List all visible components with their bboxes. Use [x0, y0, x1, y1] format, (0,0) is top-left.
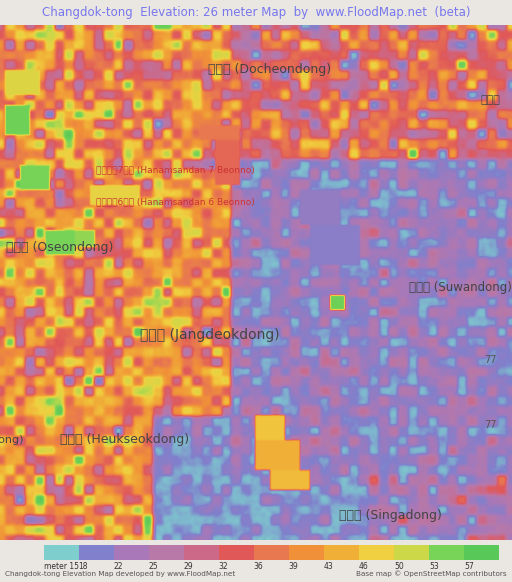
Text: Changdok-tong  Elevation: 26 meter Map  by  www.FloodMap.net  (beta): Changdok-tong Elevation: 26 meter Map by…	[42, 6, 470, 19]
Text: 수완동 (Suwandong): 수완동 (Suwandong)	[409, 281, 511, 293]
Text: 22: 22	[114, 562, 123, 571]
Text: 월계동: 월계동	[480, 95, 500, 105]
Bar	[359, 545, 394, 560]
Text: 하남산단6번로 (Hanamsandan 6 Beonno): 하남산단6번로 (Hanamsandan 6 Beonno)	[96, 197, 254, 207]
Text: 도전동 (Docheondong): 도전동 (Docheondong)	[208, 63, 332, 76]
Text: 29: 29	[184, 562, 194, 571]
Bar	[254, 545, 289, 560]
Bar	[78, 545, 114, 560]
Text: 32: 32	[219, 562, 228, 571]
Text: 장덕동 (Jangdeokdong): 장덕동 (Jangdeokdong)	[140, 328, 280, 342]
Bar	[148, 545, 184, 560]
Text: dong): dong)	[0, 435, 24, 445]
Text: 50: 50	[394, 562, 404, 571]
Bar	[429, 545, 464, 560]
Text: Changdok-tong Elevation Map developed by www.FloodMap.net: Changdok-tong Elevation Map developed by…	[5, 570, 236, 577]
Bar	[394, 545, 429, 560]
Bar	[289, 545, 324, 560]
Bar	[44, 545, 78, 560]
Bar	[184, 545, 219, 560]
Text: 46: 46	[359, 562, 369, 571]
Text: 오선동 (Oseondong): 오선동 (Oseondong)	[6, 240, 114, 254]
Text: 53: 53	[429, 562, 439, 571]
Text: Base map © OpenStreetMap contributors: Base map © OpenStreetMap contributors	[356, 570, 507, 577]
Text: 77: 77	[484, 355, 496, 365]
Bar	[114, 545, 148, 560]
Text: 57: 57	[464, 562, 474, 571]
Text: 36: 36	[254, 562, 264, 571]
Text: 25: 25	[148, 562, 158, 571]
Text: 흑석동 (Heukseokdong): 흑석동 (Heukseokdong)	[60, 434, 189, 446]
Bar	[324, 545, 359, 560]
Text: 43: 43	[324, 562, 334, 571]
Text: 39: 39	[289, 562, 298, 571]
Bar	[464, 545, 499, 560]
Text: 18: 18	[78, 562, 88, 571]
Text: 신가동 (Singadong): 신가동 (Singadong)	[338, 509, 441, 521]
Bar	[219, 545, 254, 560]
Text: meter 15: meter 15	[44, 562, 78, 571]
Text: 77: 77	[484, 420, 496, 430]
Text: 하남산단7번로 (Hanamsandan 7 Beonno): 하남산단7번로 (Hanamsandan 7 Beonno)	[96, 165, 254, 175]
